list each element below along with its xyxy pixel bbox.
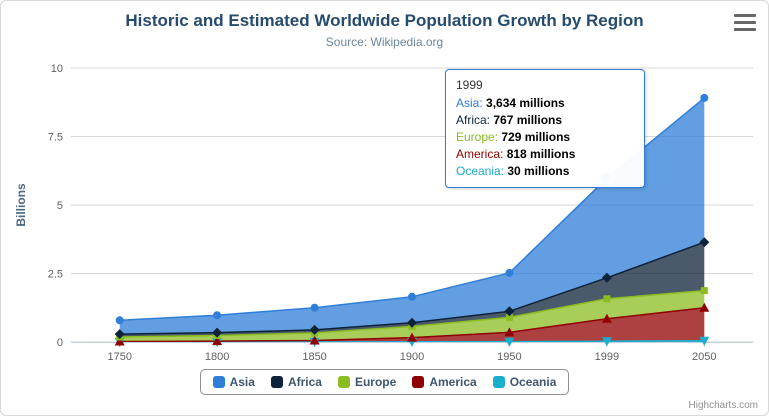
marker-asia[interactable] [700,93,709,102]
y-axis-title: Billions [14,183,28,227]
marker-america[interactable] [212,336,223,346]
tooltip-series-value: 818 millions [506,147,576,161]
legend-box: Asia Africa Europe America Oceania [199,369,570,395]
marker-asia[interactable] [310,303,319,312]
tooltip-series-value: 30 millions [507,164,570,178]
legend-item-oceania[interactable]: Oceania [492,375,557,389]
legend-item-asia[interactable]: Asia [212,375,255,389]
marker-america[interactable] [309,335,320,345]
y-axis-tick-label: 0 [57,337,63,349]
marker-asia[interactable] [213,311,222,320]
marker-asia[interactable] [408,292,416,301]
tooltip-series-name: Europe: [456,130,502,144]
y-axis-tick-label: 7.5 [48,132,63,144]
legend-item-europe[interactable]: Europe [337,375,397,389]
x-axis-label: 1850 [302,351,326,363]
tooltip-rows: Asia: 3,634 millions Africa: 767 millions… [456,95,634,180]
tooltip-series-name: Oceania: [456,164,508,178]
marker-america[interactable] [699,302,710,312]
hamburger-menu-icon [734,21,756,24]
marker-africa[interactable] [601,272,612,283]
legend: Asia Africa Europe America Oceania [1,369,768,395]
marker-oceania[interactable] [504,337,515,347]
legend-label: Africa [287,375,322,389]
marker-america[interactable] [114,336,125,346]
marker-europe[interactable] [505,313,513,321]
y-axis-tick-label: 10 [51,63,63,75]
chart-title: Historic and Estimated Worldwide Populat… [125,11,644,30]
y-axis-tick-label: 2.5 [48,269,63,281]
x-axis-label: 1999 [595,351,619,363]
series-area-africa[interactable] [119,242,705,337]
series-area-asia[interactable] [119,97,705,335]
marker-america[interactable] [504,327,515,337]
legend-label: Europe [354,375,397,389]
x-axis-label: 2050 [692,351,716,363]
x-axis-label: 1900 [400,351,424,363]
marker-africa[interactable] [114,329,125,340]
series-area-america[interactable] [119,307,705,342]
marker-africa[interactable] [407,317,417,328]
tooltip-row-oceania: Oceania: 30 millions [456,163,634,180]
legend-swatch [412,376,425,388]
tooltip-series-name: Asia: [456,96,487,110]
tooltip-series-value: 767 millions [493,113,563,127]
legend-label: Oceania [509,375,557,389]
tooltip-row-europe: Europe: 729 millions [456,129,634,146]
tooltip-row-asia: Asia: 3,634 millions [456,95,634,112]
tooltip-series-name: Africa: [456,113,494,127]
legend-swatch [492,376,505,388]
marker-europe[interactable] [603,295,611,303]
legend-swatch [270,376,283,388]
marker-europe[interactable] [700,287,708,295]
marker-africa[interactable] [212,327,223,338]
marker-america[interactable] [407,332,417,342]
legend-label: Asia [229,375,255,389]
marker-africa[interactable] [504,306,515,317]
tooltip-series-value: 729 millions [501,130,571,144]
x-axis-label: 1800 [205,351,229,363]
credits-link[interactable]: Highcharts.com [688,400,758,411]
hamburger-menu-icon [734,28,756,31]
legend-swatch [337,376,350,388]
legend-item-america[interactable]: America [412,375,477,389]
y-axis-tick-label: 5 [57,200,63,212]
marker-africa[interactable] [699,237,710,248]
marker-asia[interactable] [505,268,514,277]
x-axis-label: 1750 [107,351,131,363]
chart-subtitle: Source: Wikipedia.org [325,35,444,49]
marker-oceania[interactable] [699,336,710,346]
hamburger-menu-icon [734,14,756,17]
tooltip-row-africa: Africa: 767 millions [456,112,634,129]
marker-africa[interactable] [309,324,320,335]
export-menu-button[interactable] [734,14,756,31]
x-axis-label: 1950 [497,351,521,363]
tooltip-row-america: America: 818 millions [456,146,634,163]
marker-oceania[interactable] [601,337,612,347]
tooltip-header: 1999 [456,78,483,92]
legend-item-africa[interactable]: Africa [270,375,322,389]
tooltip-series-name: America: [456,147,507,161]
tooltip: 1999 Asia: 3,634 millions Africa: 767 mil… [445,69,645,188]
legend-swatch [212,376,225,388]
marker-america[interactable] [601,313,612,323]
tooltip-series-value: 3,634 millions [486,96,565,110]
marker-asia[interactable] [115,316,124,325]
legend-label: America [429,375,477,389]
